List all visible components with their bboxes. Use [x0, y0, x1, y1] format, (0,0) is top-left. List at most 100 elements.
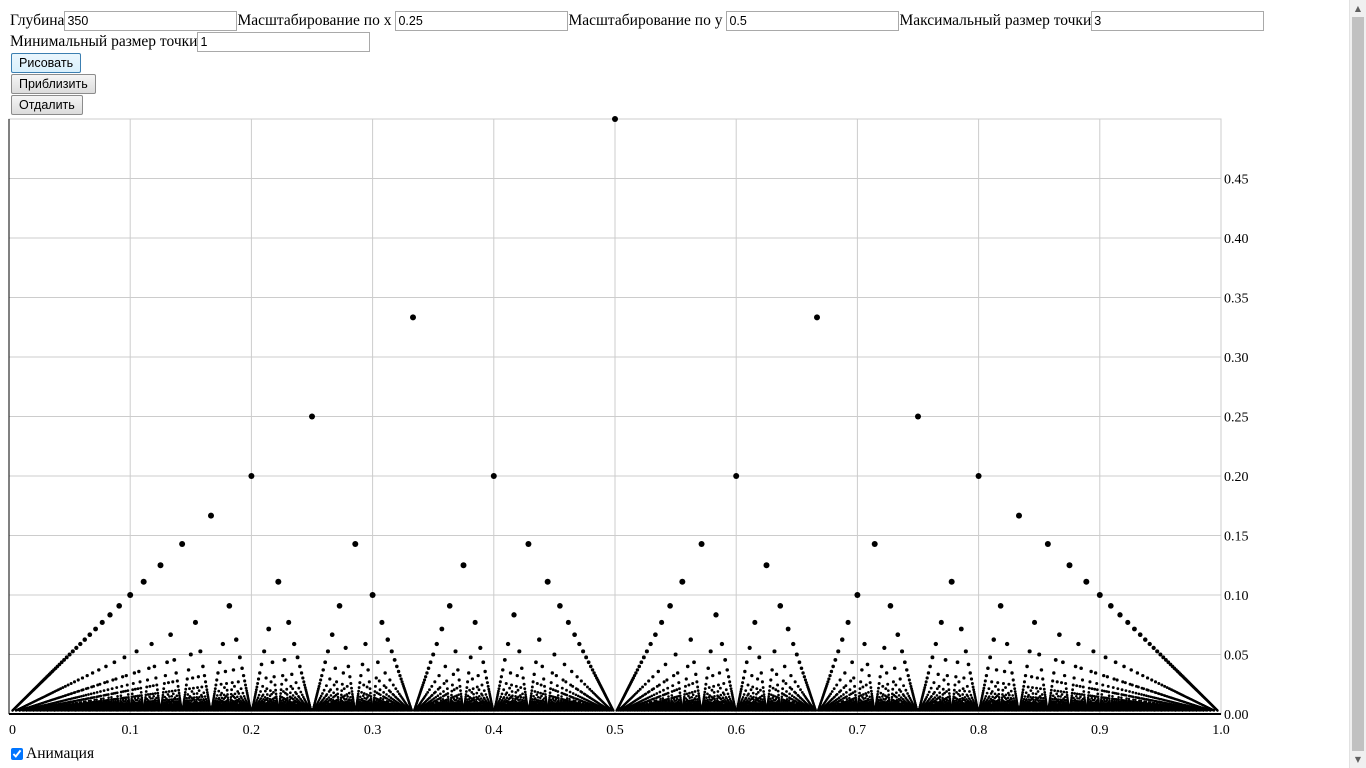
data-point: [162, 691, 165, 694]
data-point: [116, 695, 119, 698]
data-point: [879, 692, 882, 695]
data-point: [1107, 685, 1110, 688]
data-point: [290, 673, 293, 676]
data-point: [695, 680, 698, 683]
data-point: [121, 675, 124, 678]
data-point: [830, 670, 833, 673]
data-point: [87, 632, 92, 637]
max-point-input[interactable]: [1091, 11, 1264, 31]
scale-y-input[interactable]: [726, 11, 899, 31]
data-point: [145, 693, 148, 696]
data-point: [323, 689, 326, 692]
data-point: [335, 680, 338, 683]
data-point: [869, 686, 872, 689]
data-point: [499, 680, 502, 683]
data-point: [942, 678, 945, 681]
scale-x-input[interactable]: [395, 11, 568, 31]
data-point: [138, 680, 141, 683]
data-point: [1056, 690, 1059, 693]
data-point: [289, 691, 292, 694]
data-point: [1138, 632, 1143, 637]
data-point: [396, 690, 399, 693]
data-point: [135, 649, 139, 653]
data-point: [176, 679, 179, 682]
min-point-input[interactable]: [197, 32, 370, 52]
data-point: [1157, 682, 1160, 685]
data-point: [83, 637, 88, 642]
data-point: [572, 696, 575, 699]
data-point: [1024, 695, 1027, 698]
data-point: [842, 686, 845, 689]
zoom-in-button[interactable]: Приблизить: [11, 74, 96, 94]
data-point: [1052, 671, 1055, 674]
data-point: [718, 671, 721, 674]
data-point: [297, 687, 300, 690]
data-point: [729, 684, 732, 687]
data-point: [1071, 692, 1074, 695]
data-point: [215, 697, 218, 700]
data-point: [1035, 692, 1038, 695]
data-point: [563, 663, 567, 667]
data-point: [688, 696, 691, 699]
data-point: [583, 683, 586, 686]
data-point: [1003, 670, 1006, 673]
data-point: [240, 687, 243, 690]
data-point: [225, 682, 228, 685]
depth-input[interactable]: [64, 11, 237, 31]
data-point: [369, 692, 372, 695]
data-point: [501, 668, 504, 671]
data-point: [836, 649, 840, 653]
data-point: [80, 689, 83, 692]
data-point: [885, 671, 888, 674]
data-point: [511, 690, 514, 693]
data-point: [719, 694, 722, 697]
controls-row-1: Глубина Масштабирование по x Масштабиров…: [10, 11, 1264, 31]
data-point: [1146, 676, 1149, 679]
data-point: [781, 687, 784, 690]
data-point: [510, 683, 513, 686]
depth-label: Глубина: [10, 11, 64, 31]
data-point: [1102, 674, 1105, 677]
data-point: [671, 684, 674, 687]
data-point: [717, 690, 720, 693]
data-point: [520, 666, 524, 670]
data-point: [423, 678, 426, 681]
data-point: [232, 668, 235, 671]
data-point: [909, 682, 912, 685]
data-point: [113, 660, 117, 664]
data-point: [932, 692, 935, 695]
data-point: [694, 673, 697, 676]
data-point: [1135, 692, 1138, 695]
data-point: [987, 687, 990, 690]
data-point: [299, 691, 302, 694]
data-point: [954, 675, 957, 678]
data-point: [269, 694, 272, 697]
data-point: [256, 682, 259, 685]
data-point: [81, 676, 84, 679]
data-point: [491, 473, 497, 479]
data-point: [245, 687, 248, 690]
data-point: [686, 665, 690, 669]
data-point: [111, 687, 114, 690]
data-point: [936, 687, 939, 690]
data-point: [570, 670, 573, 673]
data-point: [237, 680, 240, 683]
data-point: [994, 692, 997, 695]
data-point: [878, 682, 881, 685]
data-point: [296, 655, 300, 659]
data-point: [1039, 687, 1042, 690]
data-point: [114, 677, 117, 680]
data-point: [471, 677, 474, 680]
draw-button[interactable]: Рисовать: [11, 53, 81, 73]
data-point: [537, 696, 540, 699]
data-point: [523, 683, 526, 686]
data-point: [859, 680, 862, 683]
data-point: [227, 696, 230, 699]
data-point: [934, 642, 938, 646]
data-point: [1040, 697, 1043, 700]
data-point: [1013, 687, 1016, 690]
data-point: [1097, 695, 1100, 698]
data-point: [862, 697, 865, 700]
data-point: [915, 414, 921, 420]
data-point: [683, 693, 686, 696]
